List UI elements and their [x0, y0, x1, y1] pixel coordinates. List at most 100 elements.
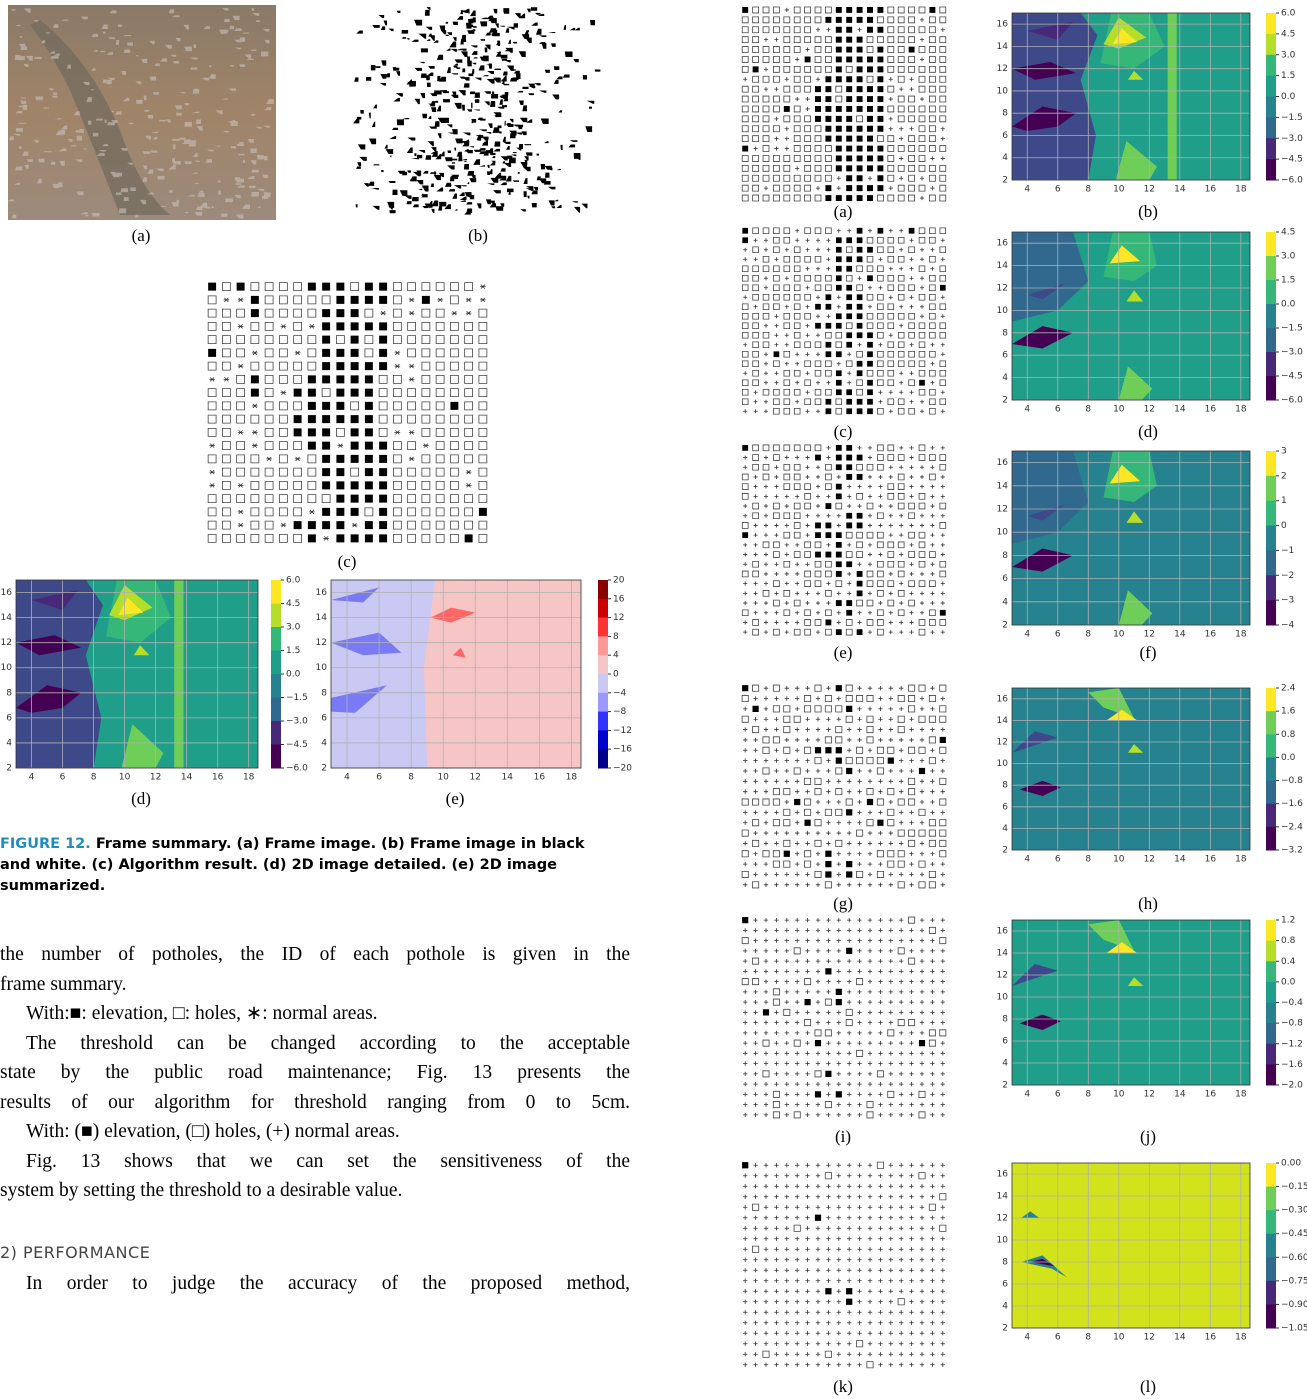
x-tick-label: 6 — [1055, 1333, 1061, 1343]
x-tick-label: 14 — [1174, 1090, 1186, 1100]
colorbar-label: −1.6 — [1281, 799, 1303, 809]
y-tick-label: 4 — [1002, 597, 1008, 607]
caption-label: FIGURE 12. — [0, 836, 91, 852]
x-tick-label: 12 — [1144, 630, 1155, 640]
colorbar-label: 1 — [1281, 496, 1287, 506]
y-tick-label: 8 — [1002, 1015, 1008, 1025]
y-tick-label: 8 — [6, 688, 12, 698]
x-tick-label: 10 — [119, 773, 131, 783]
x-tick-label: 6 — [1055, 185, 1061, 195]
y-tick-label: 10 — [997, 759, 1009, 769]
x-tick-label: 14 — [502, 773, 514, 783]
colorbar-segment — [1266, 304, 1276, 329]
panel-label: (d) — [1138, 422, 1158, 441]
colorbar-label: 0.0 — [1281, 300, 1296, 310]
caption-text: Frame summary. (a) Frame image. (b) Fram… — [91, 836, 585, 852]
colorbar-segment — [1266, 982, 1276, 1003]
panel-label: (b) — [468, 226, 488, 245]
colorbar-segment — [1266, 575, 1276, 600]
colorbar-label: 2.4 — [1281, 684, 1296, 694]
x-tick-label: 8 — [1085, 855, 1091, 865]
colorbar-segment — [1266, 1234, 1276, 1258]
colorbar-label: 4.5 — [1281, 228, 1295, 238]
y-tick-label: 14 — [997, 949, 1009, 959]
colorbar-label: −1 — [1281, 546, 1294, 556]
colorbar-label: −0.15 — [1281, 1182, 1307, 1192]
y-tick-label: 12 — [997, 1214, 1008, 1224]
x-tick-label: 12 — [1144, 855, 1155, 865]
panel-label: (l) — [1140, 1377, 1156, 1396]
x-tick-label: 14 — [1174, 630, 1186, 640]
panel-label: (a) — [834, 202, 853, 221]
y-tick-label: 14 — [997, 716, 1009, 726]
panel-label: (j) — [1140, 1127, 1156, 1146]
text-line: state by the public road maintenance; Fi… — [0, 1058, 630, 1088]
colorbar-segment — [271, 721, 281, 745]
text-line: With: (■) elevation, (□) holes, (+) norm… — [0, 1117, 630, 1147]
y-tick-label: 16 — [1, 588, 13, 598]
x-tick-label: 16 — [1205, 1333, 1217, 1343]
x-tick-label: 16 — [534, 773, 546, 783]
y-tick-label: 4 — [321, 738, 327, 748]
colorbar-segment — [1266, 711, 1276, 735]
text-line: Fig. 13 shows that we can set the sensit… — [0, 1147, 630, 1177]
colorbar-segment — [1266, 376, 1276, 401]
text-line: results of our algorithm for threshold r… — [0, 1088, 630, 1118]
x-tick-label: 16 — [1205, 855, 1217, 865]
x-tick-label: 10 — [1113, 630, 1125, 640]
y-tick-label: 12 — [997, 505, 1008, 515]
y-tick-label: 6 — [1002, 351, 1008, 361]
colorbar-segment — [1266, 34, 1276, 55]
y-tick-label: 6 — [1002, 802, 1008, 812]
x-tick-label: 16 — [1205, 630, 1217, 640]
colorbar-segment — [1266, 501, 1276, 526]
colorbar-segment — [598, 580, 608, 599]
y-tick-label: 8 — [1002, 328, 1008, 338]
colorbar-label: −16 — [613, 745, 632, 755]
colorbar-segment — [271, 627, 281, 651]
colorbar-label: −0.90 — [1281, 1300, 1307, 1310]
colorbar-label: 0.0 — [286, 670, 301, 680]
colorbar-segment — [1266, 159, 1276, 180]
colorbar-segment — [1266, 1044, 1276, 1065]
y-tick-label: 14 — [316, 613, 328, 623]
symbol-elevation — [208, 283, 487, 543]
colorbar-segment — [1266, 1257, 1276, 1281]
y-tick-label: 12 — [997, 971, 1008, 981]
y-tick-label: 12 — [997, 64, 1008, 74]
x-tick-label: 18 — [1235, 855, 1247, 865]
contour-region — [424, 580, 581, 768]
colorbar-label: −1.6 — [1281, 1060, 1303, 1070]
contour-region — [174, 580, 183, 768]
colorbar-segment — [1266, 117, 1276, 138]
colorbar-segment — [1266, 781, 1276, 805]
y-tick-label: 16 — [997, 1170, 1009, 1180]
text-line: The threshold can be changed according t… — [0, 1029, 630, 1059]
colorbar-label: 3.0 — [286, 623, 301, 633]
symbol-hole — [742, 7, 946, 201]
colorbar-segment — [271, 745, 281, 769]
y-tick-label: 12 — [997, 738, 1008, 748]
colorbar-segment — [1266, 804, 1276, 828]
y-tick-label: 6 — [1002, 1037, 1008, 1047]
colorbar-segment — [598, 693, 608, 712]
symbol-hole — [742, 685, 946, 888]
x-tick-label: 12 — [1144, 1090, 1155, 1100]
colorbar-label: 3.0 — [1281, 50, 1296, 60]
y-tick-label: 8 — [321, 688, 327, 698]
colorbar-segment — [271, 674, 281, 698]
y-tick-label: 16 — [316, 588, 328, 598]
body-text: the number of potholes, the ID of each p… — [0, 940, 630, 1299]
x-tick-label: 6 — [60, 773, 66, 783]
x-tick-label: 8 — [408, 773, 414, 783]
panel-label: (k) — [833, 1377, 853, 1396]
colorbar-label: 8 — [613, 632, 619, 642]
colorbar-segment — [1266, 280, 1276, 305]
x-tick-label: 8 — [1085, 1333, 1091, 1343]
x-tick-label: 14 — [1174, 185, 1186, 195]
y-tick-label: 14 — [997, 481, 1009, 491]
symbol-elevation — [742, 7, 935, 201]
x-tick-label: 14 — [1174, 855, 1186, 865]
colorbar-label: −6.0 — [1281, 396, 1303, 406]
colorbar-segment — [1266, 688, 1276, 712]
